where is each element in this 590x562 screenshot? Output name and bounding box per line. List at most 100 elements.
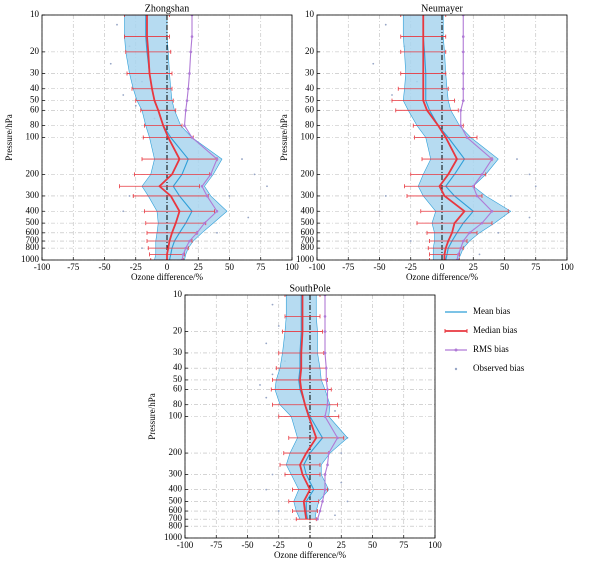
rms-marker bbox=[326, 463, 329, 467]
observed-point bbox=[216, 231, 218, 234]
rms-marker bbox=[323, 488, 327, 491]
observed-point bbox=[271, 303, 274, 306]
rms-marker bbox=[205, 194, 209, 198]
x-tick-label: 0 bbox=[308, 540, 313, 550]
y-tick-label: 20 bbox=[30, 46, 40, 56]
rms-marker bbox=[324, 366, 328, 370]
x-tick-label: -25 bbox=[273, 540, 285, 550]
y-tick-label: 20 bbox=[305, 46, 315, 56]
y-tick-label: 50 bbox=[30, 95, 40, 105]
rms-marker bbox=[336, 436, 339, 440]
chart-title: SouthPole bbox=[289, 283, 331, 294]
rms-marker bbox=[215, 157, 219, 161]
y-tick-label: 40 bbox=[30, 83, 40, 93]
x-tick-label: 25 bbox=[194, 262, 204, 272]
y-tick-label: 100 bbox=[301, 132, 315, 142]
rms-marker bbox=[181, 253, 185, 256]
x-tick-label: 50 bbox=[225, 262, 235, 272]
observed-point bbox=[528, 216, 531, 219]
y-tick-label: 50 bbox=[305, 95, 315, 105]
rms-line bbox=[181, 15, 218, 260]
y-tick-label: 60 bbox=[173, 384, 183, 394]
observed-point bbox=[478, 253, 481, 256]
y-tick-label: 400 bbox=[26, 205, 40, 215]
rms-marker bbox=[465, 136, 469, 139]
y-tick-label: 10 bbox=[30, 9, 40, 19]
rms-marker bbox=[184, 109, 188, 112]
x-tick-label: 75 bbox=[399, 540, 409, 550]
y-axis-label: Pressure/hPa bbox=[279, 114, 289, 161]
y-tick-label: 500 bbox=[169, 495, 183, 505]
rms-marker bbox=[490, 209, 494, 213]
rms-marker bbox=[459, 246, 463, 250]
rms-marker bbox=[184, 246, 188, 250]
observed-point bbox=[116, 23, 118, 26]
observed-point bbox=[271, 473, 274, 476]
observed-point bbox=[259, 384, 261, 386]
y-tick-label: 200 bbox=[301, 168, 315, 178]
panel: -100 -75 -50 -25 0 25 50 75 10010203040506080100… bbox=[279, 3, 574, 282]
rms-marker bbox=[183, 124, 186, 127]
y-tick-label: 60 bbox=[305, 104, 315, 114]
plot-area bbox=[109, 15, 268, 260]
axes-frame bbox=[184, 294, 436, 539]
observed-point bbox=[534, 185, 537, 188]
rms-marker bbox=[490, 157, 494, 161]
x-tick-label: -50 bbox=[99, 262, 111, 272]
rms-marker bbox=[456, 253, 460, 256]
y-tick-label: 100 bbox=[169, 411, 183, 421]
y-tick-label: 600 bbox=[26, 227, 40, 237]
x-tick-label: -100 bbox=[309, 262, 326, 272]
plot-area bbox=[372, 15, 537, 260]
observed-point bbox=[334, 514, 336, 517]
x-tick-label: -25 bbox=[130, 262, 142, 272]
y-tick-label: 80 bbox=[30, 120, 40, 130]
chart-title: Zhongshan bbox=[145, 3, 189, 14]
y-tick-label: 500 bbox=[26, 217, 40, 227]
rms-marker bbox=[323, 330, 327, 333]
panel: -100 -75 -50 -25 0 25 50 75 10010203040506080100… bbox=[147, 283, 525, 560]
observed-point bbox=[122, 210, 125, 213]
y-tick-label: 80 bbox=[173, 399, 183, 409]
rms-marker bbox=[190, 35, 194, 38]
observed-point bbox=[372, 62, 375, 65]
legend-swatch bbox=[454, 367, 458, 371]
rms-marker bbox=[186, 87, 190, 91]
y-tick-label: 200 bbox=[169, 447, 183, 457]
y-tick-label: 700 bbox=[26, 235, 40, 245]
x-tick-label: -25 bbox=[405, 262, 417, 272]
x-axis-label: Ozone difference/% bbox=[131, 272, 204, 282]
chart-title: Neumayer bbox=[421, 3, 463, 14]
rms-marker bbox=[461, 239, 465, 243]
y-tick-label: 800 bbox=[169, 520, 183, 530]
error-bar bbox=[284, 295, 321, 297]
observed-point bbox=[122, 94, 125, 96]
rms-line bbox=[456, 15, 493, 260]
rms-marker bbox=[324, 378, 328, 382]
y-tick-label: 800 bbox=[301, 242, 315, 252]
y-tick-label: 400 bbox=[169, 484, 183, 494]
observed-point bbox=[241, 158, 243, 160]
rms-marker bbox=[461, 35, 465, 38]
rms-marker bbox=[185, 99, 189, 102]
y-tick-label: 1000 bbox=[296, 254, 315, 264]
rms-marker bbox=[326, 388, 329, 391]
observed-point bbox=[277, 510, 280, 512]
observed-point bbox=[378, 210, 381, 213]
rms-marker bbox=[459, 124, 463, 127]
y-tick-label: 10 bbox=[305, 9, 315, 19]
observed-point bbox=[128, 195, 131, 197]
y-axis-label: Pressure/hPa bbox=[147, 393, 157, 440]
legend-label: Mean bias bbox=[473, 306, 511, 316]
rms-marker bbox=[190, 136, 194, 139]
y-tick-label: 500 bbox=[301, 217, 315, 227]
x-axis-label: Ozone difference/% bbox=[406, 272, 479, 282]
rms-marker bbox=[323, 415, 327, 418]
observed-point bbox=[265, 342, 268, 345]
median-line bbox=[299, 295, 318, 520]
x-tick-label: 0 bbox=[165, 262, 170, 272]
observed-point bbox=[265, 396, 268, 399]
y-tick-label: 700 bbox=[301, 235, 315, 245]
x-tick-label: 75 bbox=[256, 262, 266, 272]
y-tick-label: 40 bbox=[173, 362, 183, 372]
